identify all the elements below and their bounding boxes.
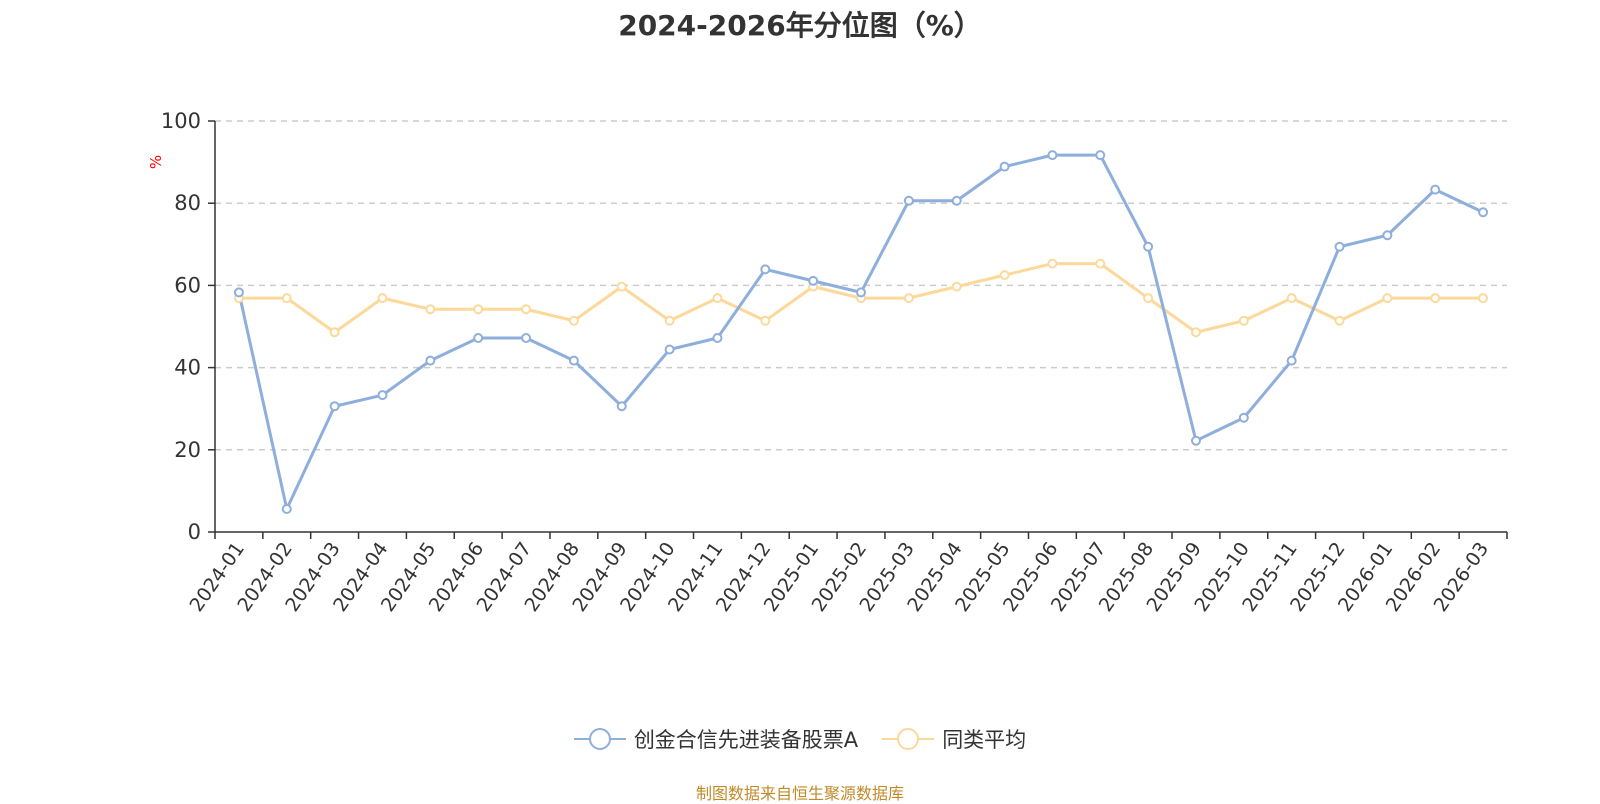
legend-swatch-fund-icon bbox=[573, 728, 626, 750]
data-point-fund bbox=[521, 333, 532, 344]
y-tick-label: 100 bbox=[161, 109, 201, 133]
data-point-fund bbox=[1095, 150, 1106, 161]
data-point-fund bbox=[473, 333, 484, 344]
y-tick-label: 80 bbox=[174, 191, 201, 215]
data-point-fund bbox=[377, 390, 388, 401]
source-note: 制图数据来自恒生聚源数据库 bbox=[695, 784, 904, 803]
data-point-fund bbox=[808, 275, 819, 286]
data-point-average bbox=[1047, 258, 1058, 269]
data-point-fund bbox=[568, 355, 579, 366]
data-point-fund bbox=[951, 195, 962, 206]
data-point-average bbox=[521, 304, 532, 315]
data-point-average bbox=[1430, 293, 1441, 304]
legend-item-average[interactable]: 同类平均 bbox=[882, 724, 1026, 754]
data-point-fund bbox=[664, 344, 675, 355]
data-point-average bbox=[1190, 327, 1201, 338]
legend-swatch-average-icon bbox=[882, 728, 935, 750]
data-point-average bbox=[616, 281, 627, 292]
data-point-average bbox=[951, 281, 962, 292]
data-point-fund bbox=[999, 161, 1010, 172]
data-point-fund bbox=[712, 333, 723, 344]
data-point-fund bbox=[425, 355, 436, 366]
data-point-average bbox=[425, 304, 436, 315]
data-point-average bbox=[1382, 293, 1393, 304]
data-point-average bbox=[1334, 315, 1345, 326]
data-point-fund bbox=[616, 401, 627, 412]
data-point-average bbox=[1238, 315, 1249, 326]
data-point-average bbox=[664, 315, 675, 326]
data-point-average bbox=[999, 270, 1010, 281]
data-point-average bbox=[1095, 258, 1106, 269]
data-point-fund bbox=[1190, 435, 1201, 446]
y-tick-label: 20 bbox=[174, 438, 201, 462]
data-point-average bbox=[281, 293, 292, 304]
data-point-fund bbox=[1286, 355, 1297, 366]
data-point-fund bbox=[1143, 241, 1154, 252]
data-point-average bbox=[1286, 293, 1297, 304]
data-point-fund bbox=[1334, 241, 1345, 252]
data-point-fund bbox=[329, 401, 340, 412]
y-tick-label: 0 bbox=[188, 520, 201, 544]
data-point-fund bbox=[1047, 150, 1058, 161]
data-point-average bbox=[377, 293, 388, 304]
data-point-average bbox=[568, 315, 579, 326]
data-point-average bbox=[1478, 293, 1489, 304]
y-tick-label: 60 bbox=[174, 273, 201, 297]
y-tick-label: 40 bbox=[174, 356, 201, 380]
data-point-fund bbox=[1430, 184, 1441, 195]
data-point-average bbox=[473, 304, 484, 315]
legend-label-average: 同类平均 bbox=[942, 728, 1027, 752]
data-point-average bbox=[903, 293, 914, 304]
data-point-fund bbox=[1382, 230, 1393, 241]
legend: 创金合信先进装备股票A 同类平均 bbox=[0, 724, 1600, 754]
y-axis-label: % bbox=[147, 155, 165, 169]
series-line-fund bbox=[237, 153, 1485, 511]
data-point-fund bbox=[760, 264, 771, 275]
legend-item-fund[interactable]: 创金合信先进装备股票A bbox=[573, 724, 859, 754]
data-point-fund bbox=[1238, 412, 1249, 423]
data-point-average bbox=[712, 293, 723, 304]
data-point-average bbox=[760, 315, 771, 326]
data-point-fund bbox=[856, 287, 866, 298]
legend-label-fund: 创金合信先进装备股票A bbox=[633, 728, 859, 752]
data-point-fund bbox=[903, 195, 914, 206]
data-point-average bbox=[329, 327, 340, 338]
data-point-fund bbox=[281, 503, 292, 514]
data-point-fund bbox=[233, 287, 244, 298]
chart-title: 2024-2026年分位图（%） bbox=[618, 9, 982, 42]
data-point-average bbox=[1143, 293, 1154, 304]
data-point-fund bbox=[1478, 207, 1489, 218]
